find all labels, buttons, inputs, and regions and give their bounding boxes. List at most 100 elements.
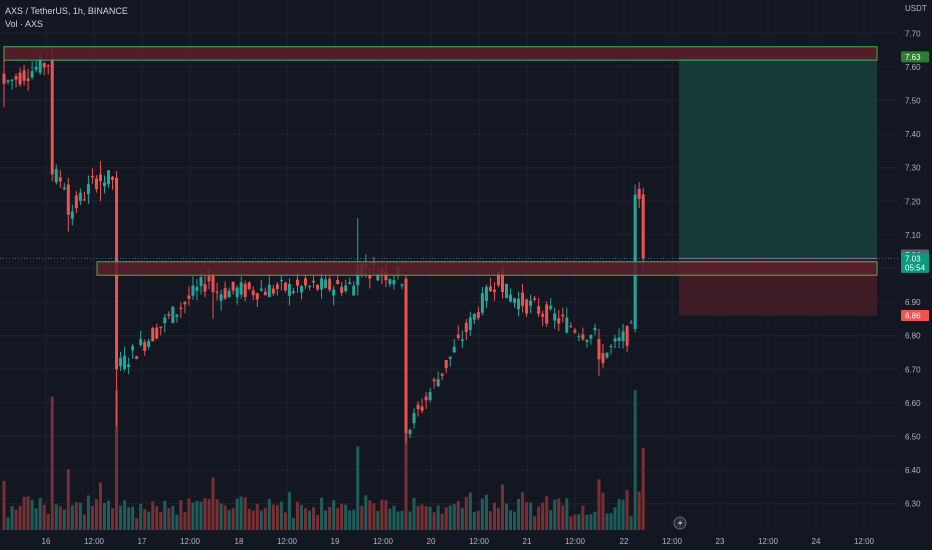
candle-body — [183, 302, 187, 305]
volume-bar — [460, 507, 464, 530]
y-tick-label: 6.90 — [905, 298, 921, 307]
volume-bar — [98, 482, 102, 530]
volume-bar — [432, 512, 436, 530]
volume-bar — [167, 508, 171, 530]
volume-bar — [291, 518, 295, 530]
x-tick-label: 22 — [620, 537, 629, 546]
candle-body — [472, 313, 476, 320]
volume-bar — [155, 506, 159, 530]
candle-body — [533, 298, 537, 300]
volume-bar — [163, 500, 167, 530]
volume-bar — [255, 504, 259, 530]
volume-bar — [396, 511, 400, 530]
volume-bar — [452, 504, 456, 530]
volume-bar — [328, 506, 332, 530]
candle-body — [428, 392, 432, 400]
volume-bar — [589, 514, 593, 530]
volume-indicator-title[interactable]: Vol · AXS — [5, 19, 44, 29]
candle-body — [70, 211, 74, 219]
chart-legend[interactable]: AXS / TetherUS, 1h, BINANCE Vol · AXS — [5, 5, 128, 31]
candle-body — [541, 313, 545, 317]
volume-bar — [372, 503, 376, 530]
candle-body — [496, 272, 500, 286]
candle-body — [86, 184, 90, 195]
volume-bar — [26, 496, 30, 530]
y-tick-label: 6.30 — [905, 500, 921, 509]
long-position-tool[interactable] — [679, 56, 877, 316]
mid-resistance-zone[interactable] — [96, 261, 878, 276]
candle-body — [171, 306, 175, 323]
candle-body — [344, 285, 348, 292]
volume-bar — [517, 498, 521, 530]
volume-bars — [2, 390, 645, 530]
volume-bar — [593, 511, 597, 530]
candle-body — [14, 76, 18, 80]
candle-body — [267, 284, 271, 297]
candle-body — [255, 293, 259, 300]
symbol-title[interactable]: AXS / TetherUS, 1h, BINANCE — [5, 6, 128, 16]
candle-body — [561, 314, 565, 317]
candle-body — [42, 63, 46, 68]
candle-body — [404, 278, 408, 434]
volume-bar — [356, 446, 360, 530]
candle-body — [621, 331, 625, 342]
candle-body — [617, 337, 621, 341]
candle-body — [400, 284, 404, 286]
volume-bar — [360, 506, 364, 530]
volume-bar — [384, 500, 388, 530]
volume-bar — [115, 390, 119, 530]
volume-bar — [70, 505, 74, 530]
x-tick-label: 12:00 — [854, 537, 875, 546]
candle-body — [416, 404, 420, 410]
candle-body — [320, 278, 324, 290]
volume-bar — [259, 510, 263, 530]
candle-body — [424, 396, 428, 401]
candle-body — [66, 184, 70, 215]
candle-body — [352, 285, 356, 296]
candle-body — [637, 188, 641, 200]
volume-bar — [336, 507, 340, 530]
candle-body — [500, 268, 504, 293]
x-tick-label: 12:00 — [469, 537, 490, 546]
upper-resistance-zone[interactable] — [3, 46, 878, 61]
candle-body — [283, 282, 287, 291]
x-tick-label: 18 — [235, 537, 244, 546]
volume-bar — [227, 509, 231, 530]
volume-bar — [147, 511, 151, 530]
volume-bar — [151, 501, 155, 530]
volume-bar — [549, 510, 553, 530]
volume-bar — [103, 502, 106, 530]
candle-body — [107, 170, 111, 185]
candle-body — [111, 176, 115, 180]
volume-bar — [18, 505, 22, 530]
resistance-zones[interactable] — [3, 46, 878, 276]
volume-bar — [34, 508, 38, 530]
replay-icon[interactable] — [673, 516, 687, 530]
volume-bar — [287, 491, 291, 530]
volume-bar — [211, 477, 215, 530]
candle-body — [513, 298, 517, 303]
candle-body — [537, 306, 541, 314]
candle-body — [271, 288, 275, 294]
time-axis[interactable]: 16 12:00 17 12:00 18 12:00 19 12:00 20 12:00 21 12:… — [42, 537, 875, 546]
candle-body — [412, 413, 416, 424]
y-tick-label: 7.70 — [905, 29, 921, 38]
y-tick-label: 6.40 — [905, 466, 921, 475]
y-tick-label: 7.60 — [905, 63, 921, 72]
target-zone[interactable] — [679, 56, 877, 259]
volume-bar — [577, 514, 581, 530]
volume-bar — [159, 511, 163, 530]
candle-body — [159, 326, 163, 328]
volume-bar — [90, 506, 94, 530]
x-tick-label: 17 — [138, 537, 147, 546]
volume-bar — [440, 513, 444, 530]
candle-body — [452, 346, 456, 353]
candle-body — [448, 356, 452, 359]
volume-bar — [412, 497, 416, 530]
volume-bar — [223, 505, 227, 530]
volume-bar — [484, 494, 488, 530]
volume-bar — [263, 507, 267, 530]
volume-bar — [340, 503, 344, 530]
candle-body — [191, 285, 195, 296]
